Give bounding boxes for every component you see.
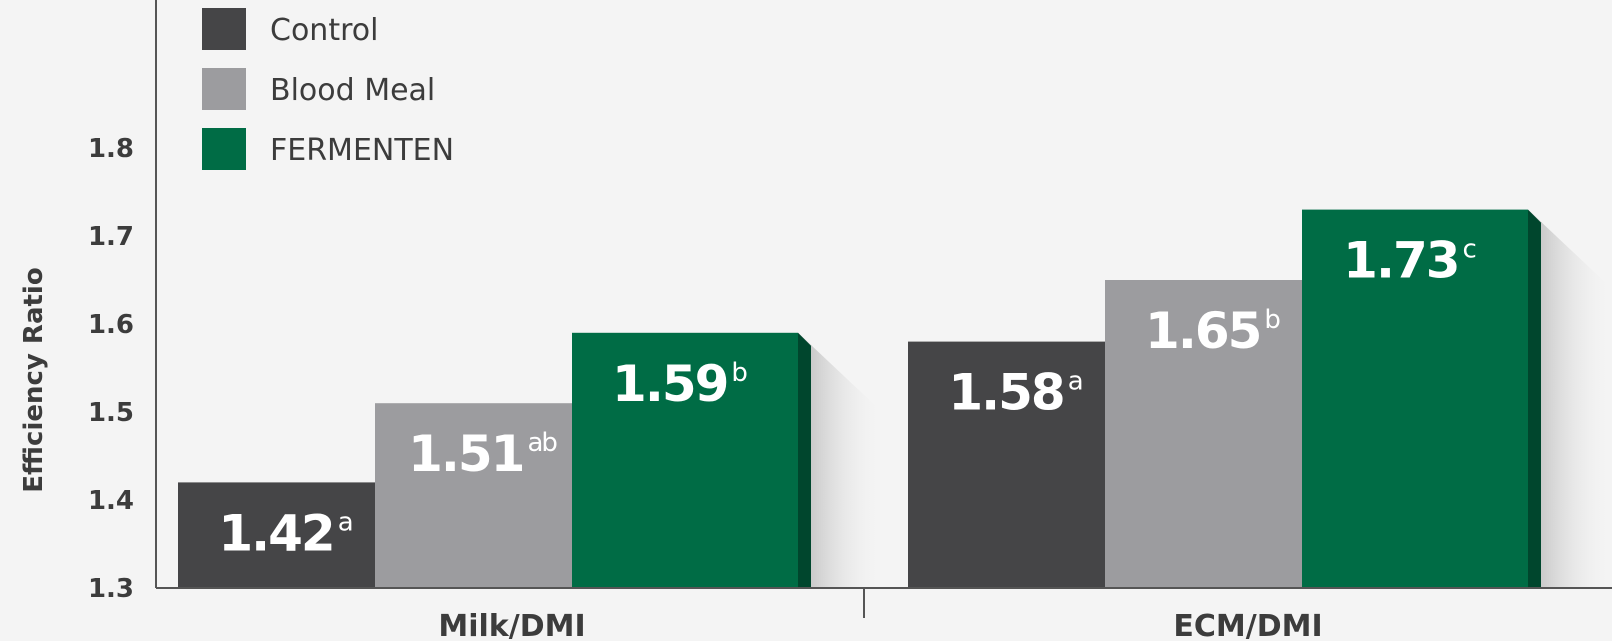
bar-fermenten-ecm-dmi	[1302, 209, 1528, 588]
x-category-label: Milk/DMI	[438, 609, 585, 641]
legend-label: FERMENTEN	[270, 133, 454, 168]
legend-swatch	[202, 68, 246, 110]
bar-shadow	[1528, 209, 1612, 588]
bar-fermenten-milk-dmi	[572, 332, 798, 588]
y-tick-label: 1.8	[88, 134, 134, 164]
bar-side	[1528, 209, 1541, 588]
legend-swatch	[202, 128, 246, 170]
y-tick-label: 1.6	[88, 310, 134, 340]
bar-blood-meal-milk-dmi	[375, 403, 601, 588]
legend-label: Blood Meal	[270, 73, 435, 108]
bar-control-milk-dmi	[178, 482, 404, 588]
y-tick-label: 1.4	[88, 486, 134, 516]
bar-value-label: 1.59 b	[612, 355, 747, 413]
bar-control-ecm-dmi	[908, 341, 1134, 588]
x-category-label: ECM/DMI	[1173, 609, 1322, 641]
bar-blood-meal-ecm-dmi	[1105, 280, 1331, 588]
y-axis-label: Efficiency Ratio	[19, 267, 49, 492]
y-tick-label: 1.5	[88, 398, 134, 428]
y-axis-ticks: 1.3 1.4 1.5 1.6 1.7 1.8	[88, 134, 134, 604]
legend-label: Control	[270, 13, 378, 48]
bar-side	[798, 332, 811, 588]
bars-group: 1.42 a1.51 ab1.59 b 1.58 a1.65 b1.73 c	[178, 209, 1541, 588]
bar-value-label: 1.73 c	[1343, 232, 1475, 290]
bar-value-label: 1.42 a	[218, 504, 351, 562]
y-tick-label: 1.7	[88, 222, 134, 252]
y-tick-label: 1.3	[88, 574, 134, 604]
bar-value-label: 1.58 a	[948, 364, 1081, 422]
legend-swatch	[202, 8, 246, 50]
bar-shadow	[798, 332, 883, 588]
x-axis-categories: Milk/DMI ECM/DMI	[438, 609, 1322, 641]
legend: Control Blood Meal FERMENTEN	[202, 8, 454, 170]
bar-value-label: 1.65 b	[1145, 302, 1280, 360]
